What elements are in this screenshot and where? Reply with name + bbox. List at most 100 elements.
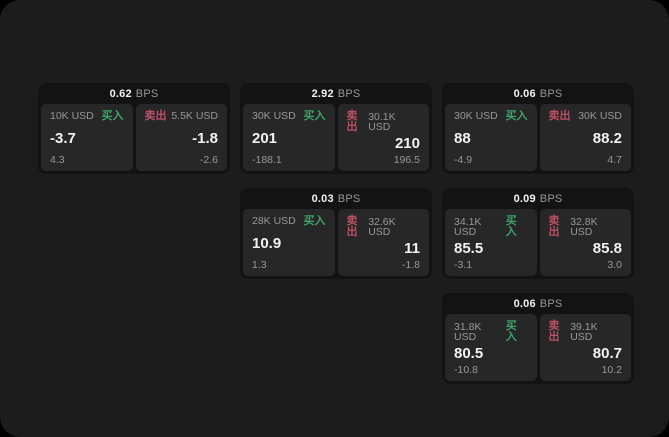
buy-price: 201 — [252, 129, 278, 147]
buy-amount-label: 31.8K USD — [454, 320, 482, 343]
quote-panels: 28K USD 买入 10.9 1.3 卖出 32.6K USD 11 -1.8 — [243, 209, 429, 276]
bps-value: 0.03 — [311, 192, 334, 205]
sell-amount-label: 5.5K USD — [171, 110, 218, 123]
buy-delta: 4.3 — [50, 153, 65, 166]
bps-unit-label: BPS — [337, 87, 361, 100]
sell-amount-label: 32.6K USD — [368, 215, 396, 238]
sell-price: 11 — [404, 240, 420, 258]
quote-panels: 30K USD 买入 201 -188.1 卖出 30.1K USD 210 1… — [243, 104, 429, 171]
bps-unit-label: BPS — [337, 192, 361, 205]
sell-panel[interactable]: 卖出 5.5K USD -1.8 -2.6 — [135, 104, 227, 171]
buy-panel-top: 28K USD 买入 — [252, 216, 326, 227]
buy-price: 85.5 — [454, 240, 484, 258]
buy-panel[interactable]: 30K USD 买入 201 -188.1 — [243, 104, 335, 171]
buy-panel-top: 30K USD 买入 — [252, 111, 326, 122]
sell-panel-top: 卖出 30K USD — [549, 111, 623, 122]
sell-amount-label: 30.1K USD — [368, 110, 396, 133]
bps-value: 2.92 — [311, 87, 334, 100]
sell-price: 80.7 — [592, 345, 622, 363]
sell-panel-top: 卖出 5.5K USD — [145, 111, 219, 122]
buy-panel-top: 10K USD 买入 — [50, 111, 124, 122]
buy-panel-top: 30K USD 买入 — [454, 111, 528, 122]
buy-tag: 买入 — [505, 320, 517, 343]
buy-tag: 买入 — [303, 110, 326, 122]
quote-card: 2.92 BPS 30K USD 买入 201 -188.1 卖出 30.1K … — [240, 83, 432, 174]
quote-card: 0.62 BPS 10K USD 买入 -3.7 4.3 卖出 5.5K USD… — [38, 83, 230, 174]
quote-panels: 10K USD 买入 -3.7 4.3 卖出 5.5K USD -1.8 -2.… — [41, 104, 227, 171]
buy-tag: 买入 — [303, 215, 326, 227]
sell-panel[interactable]: 卖出 30K USD 88.2 4.7 — [539, 104, 631, 171]
bps-header: 0.06 BPS — [445, 83, 631, 104]
buy-panel[interactable]: 28K USD 买入 10.9 1.3 — [243, 209, 335, 276]
bps-unit-label: BPS — [135, 87, 159, 100]
buy-amount-label: 30K USD — [454, 110, 498, 123]
sell-tag: 卖出 — [548, 320, 560, 343]
buy-delta: -10.8 — [454, 363, 478, 376]
buy-panel[interactable]: 30K USD 买入 88 -4.9 — [445, 104, 537, 171]
sell-panel[interactable]: 卖出 32.8K USD 85.8 3.0 — [539, 209, 631, 276]
bps-header: 0.03 BPS — [243, 188, 429, 209]
sell-tag: 卖出 — [548, 215, 560, 238]
buy-amount-label: 10K USD — [50, 110, 94, 123]
sell-delta: 3.0 — [607, 258, 622, 271]
sell-amount-label: 32.8K USD — [570, 215, 598, 238]
sell-tag: 卖出 — [346, 110, 358, 133]
buy-amount-label: 28K USD — [252, 215, 296, 228]
quote-card: 0.03 BPS 28K USD 买入 10.9 1.3 卖出 32.6K US… — [240, 188, 432, 279]
sell-tag: 卖出 — [144, 110, 167, 122]
sell-tag: 卖出 — [548, 110, 571, 122]
sell-price: 210 — [394, 135, 420, 153]
quote-panels: 34.1K USD 买入 85.5 -3.1 卖出 32.8K USD 85.8… — [445, 209, 631, 276]
sell-delta: -1.8 — [401, 258, 420, 271]
buy-tag: 买入 — [505, 110, 528, 122]
buy-price: 10.9 — [252, 234, 282, 252]
bps-header: 0.06 BPS — [445, 293, 631, 314]
buy-tag: 买入 — [505, 215, 517, 238]
bps-header: 0.62 BPS — [41, 83, 227, 104]
sell-panel[interactable]: 卖出 30.1K USD 210 196.5 — [337, 104, 429, 171]
quote-panels: 30K USD 买入 88 -4.9 卖出 30K USD 88.2 4.7 — [445, 104, 631, 171]
bps-header: 0.09 BPS — [445, 188, 631, 209]
buy-panel-top: 31.8K USD 买入 — [454, 321, 528, 343]
sell-panel-top: 卖出 39.1K USD — [549, 321, 623, 343]
buy-panel[interactable]: 31.8K USD 买入 80.5 -10.8 — [445, 314, 537, 381]
sell-price: -1.8 — [192, 129, 218, 147]
buy-panel[interactable]: 10K USD 买入 -3.7 4.3 — [41, 104, 133, 171]
buy-price: 80.5 — [454, 345, 484, 363]
sell-panel-top: 卖出 32.6K USD — [347, 216, 421, 238]
buy-tag: 买入 — [101, 110, 124, 122]
bps-unit-label: BPS — [539, 87, 563, 100]
sell-amount-label: 30K USD — [578, 110, 622, 123]
sell-price: 85.8 — [592, 240, 622, 258]
bps-value: 0.06 — [513, 87, 536, 100]
buy-amount-label: 30K USD — [252, 110, 296, 123]
buy-amount-label: 34.1K USD — [454, 215, 482, 238]
quote-card: 0.09 BPS 34.1K USD 买入 85.5 -3.1 卖出 32.8K… — [442, 188, 634, 279]
bps-value: 0.06 — [513, 297, 536, 310]
buy-price: 88 — [454, 129, 471, 147]
sell-panel-top: 卖出 30.1K USD — [347, 111, 421, 133]
sell-tag: 卖出 — [346, 215, 358, 238]
buy-delta: 1.3 — [252, 258, 267, 271]
sell-price: 88.2 — [592, 129, 622, 147]
sell-panel-top: 卖出 32.8K USD — [549, 216, 623, 238]
buy-panel-top: 34.1K USD 买入 — [454, 216, 528, 238]
quote-card: 0.06 BPS 31.8K USD 买入 80.5 -10.8 卖出 39.1… — [442, 293, 634, 384]
sell-delta: 196.5 — [393, 153, 420, 166]
buy-delta: -3.1 — [454, 258, 473, 271]
quote-panels: 31.8K USD 买入 80.5 -10.8 卖出 39.1K USD 80.… — [445, 314, 631, 381]
quotes-grid: 0.62 BPS 10K USD 买入 -3.7 4.3 卖出 5.5K USD… — [38, 83, 634, 384]
sell-delta: 10.2 — [601, 363, 622, 376]
sell-amount-label: 39.1K USD — [570, 320, 598, 343]
sell-panel[interactable]: 卖出 32.6K USD 11 -1.8 — [337, 209, 429, 276]
buy-delta: -4.9 — [454, 153, 473, 166]
sell-panel[interactable]: 卖出 39.1K USD 80.7 10.2 — [539, 314, 631, 381]
sell-delta: -2.6 — [199, 153, 218, 166]
buy-panel[interactable]: 34.1K USD 买入 85.5 -3.1 — [445, 209, 537, 276]
bps-value: 0.09 — [513, 192, 536, 205]
buy-delta: -188.1 — [252, 153, 282, 166]
bps-value: 0.62 — [109, 87, 132, 100]
bps-header: 2.92 BPS — [243, 83, 429, 104]
bps-unit-label: BPS — [539, 192, 563, 205]
